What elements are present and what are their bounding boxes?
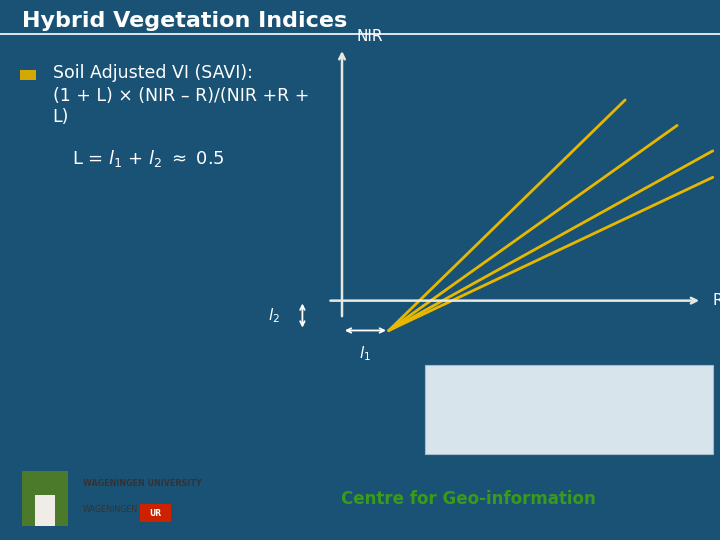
- Text: L): L): [53, 108, 69, 126]
- Bar: [18, 526, 76, 538]
- Text: NIR: NIR: [356, 29, 383, 44]
- FancyBboxPatch shape: [425, 365, 713, 455]
- Text: R: R: [713, 293, 720, 308]
- Text: $\mathit{l}_1$: $\mathit{l}_1$: [359, 344, 372, 363]
- Text: (1 + L) × (NIR – R)/(NIR +R +: (1 + L) × (NIR – R)/(NIR +R +: [53, 87, 309, 105]
- Text: Centre for Geo-information: Centre for Geo-information: [341, 490, 595, 509]
- Text: L = $\mathit{l}_1$ + $\mathit{l}_2$ $\approx$ 0.5: L = $\mathit{l}_1$ + $\mathit{l}_2$ $\ap…: [72, 148, 225, 169]
- Text: Hybrid Vegetation Indices: Hybrid Vegetation Indices: [22, 11, 347, 31]
- Bar: [35, 496, 55, 528]
- Text: Soil Adjusted VI (SAVI):: Soil Adjusted VI (SAVI):: [53, 64, 253, 83]
- Text: UR: UR: [150, 509, 161, 518]
- Bar: [22, 471, 68, 528]
- Text: WAGENINGEN: WAGENINGEN: [83, 505, 138, 514]
- Text: WAGENINGEN UNIVERSITY: WAGENINGEN UNIVERSITY: [83, 479, 202, 488]
- Bar: [20, 70, 36, 80]
- Text: $\mathit{l}_2$: $\mathit{l}_2$: [268, 306, 279, 325]
- Bar: [140, 504, 171, 522]
- Text: Broge & Leblanc, Remote Sens.
Environ. 76 (2000): 156-172: Broge & Leblanc, Remote Sens. Environ. 7…: [481, 399, 657, 421]
